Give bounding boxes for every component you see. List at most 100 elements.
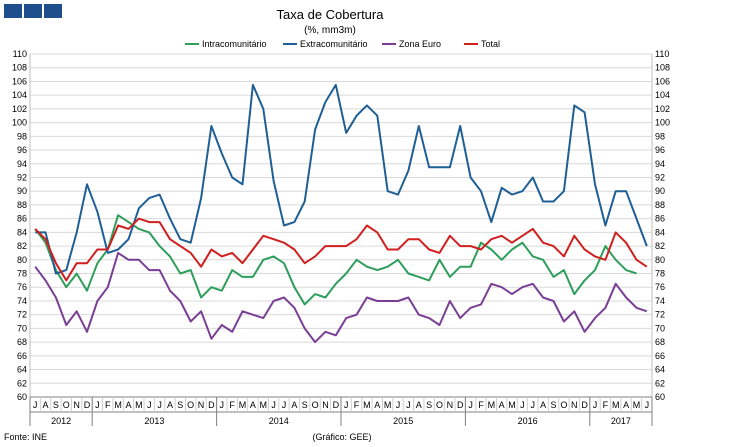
y-tick-label-left: 94 [17, 159, 27, 169]
month-label: J [282, 400, 287, 410]
y-tick-label-left: 68 [17, 337, 27, 347]
y-tick-label-left: 62 [17, 378, 27, 388]
month-label: M [114, 400, 122, 410]
month-label: A [499, 400, 505, 410]
month-label: O [187, 400, 194, 410]
y-tick-label-left: 78 [17, 269, 27, 279]
y-tick-label-left: 64 [17, 365, 27, 375]
year-label: 2016 [518, 416, 538, 426]
month-label: N [198, 400, 205, 410]
legend: Intracomunitário Extracomunitário Zona Eur… [185, 39, 500, 49]
month-label: J [396, 400, 401, 410]
y-tick-label-right: 96 [655, 145, 665, 155]
y-tick-label-left: 110 [13, 49, 27, 59]
month-label: M [384, 400, 392, 410]
month-label: D [581, 400, 588, 410]
y-tick-label-right: 74 [655, 296, 665, 306]
y-tick-label-right: 62 [655, 378, 665, 388]
month-label: M [239, 400, 247, 410]
month-label: A [167, 400, 173, 410]
month-label: A [416, 400, 422, 410]
month-label: N [322, 400, 329, 410]
month-label: J [406, 400, 411, 410]
y-tick-label-left: 104 [12, 90, 27, 100]
y-tick-label-right: 78 [655, 269, 665, 279]
month-label: S [53, 400, 59, 410]
y-tick-label-right: 106 [655, 76, 670, 86]
graph-credit: (Gráfico: GEE) [312, 432, 371, 442]
y-tick-label-right: 66 [655, 351, 665, 361]
month-label: J [271, 400, 276, 410]
series-line-zona-euro [34, 251, 648, 344]
month-label: M [363, 400, 371, 410]
legend-label: Intracomunitário [202, 39, 267, 49]
month-label: J [593, 400, 598, 410]
month-label: D [333, 400, 340, 410]
y-tick-label-left: 88 [17, 200, 27, 210]
y-tick-label-right: 98 [655, 131, 665, 141]
y-tick-label-right: 82 [655, 241, 665, 251]
month-label: J [520, 400, 525, 410]
y-tick-label-left: 80 [17, 255, 27, 265]
series-line-total [34, 217, 648, 282]
month-label: S [426, 400, 432, 410]
month-label: S [551, 400, 557, 410]
y-tick-label-left: 108 [12, 63, 27, 73]
y-tick-label-left: 102 [12, 104, 27, 114]
series-line-intracomunitário [34, 214, 637, 306]
month-label: J [344, 400, 349, 410]
month-label: A [540, 400, 546, 410]
year-label: 2014 [269, 416, 289, 426]
month-label: D [457, 400, 464, 410]
y-tick-label-left: 96 [17, 145, 27, 155]
month-label: F [354, 400, 360, 410]
y-tick-label-left: 90 [17, 186, 27, 196]
y-tick-label-right: 90 [655, 186, 665, 196]
month-label: A [125, 400, 131, 410]
month-label: J [147, 400, 152, 410]
y-tick-label-right: 104 [655, 90, 670, 100]
month-label: O [560, 400, 567, 410]
month-label: M [135, 400, 143, 410]
y-tick-label-right: 68 [655, 337, 665, 347]
month-label: J [468, 400, 473, 410]
y-tick-label-right: 108 [655, 63, 670, 73]
month-label: F [229, 400, 235, 410]
y-tick-label-right: 94 [655, 159, 665, 169]
y-tick-label-left: 106 [12, 76, 27, 86]
y-tick-label-left: 82 [17, 241, 27, 251]
month-label: A [43, 400, 49, 410]
month-label: N [571, 400, 578, 410]
month-label: A [374, 400, 380, 410]
y-tick-label-right: 64 [655, 365, 665, 375]
month-label: M [260, 400, 268, 410]
year-label: 2012 [51, 416, 71, 426]
month-label: M [633, 400, 641, 410]
legend-label: Zona Euro [399, 39, 441, 49]
logo [4, 4, 62, 18]
series-line-extracomunitário [35, 83, 648, 275]
y-tick-label-right: 102 [655, 104, 670, 114]
y-tick-label-right: 100 [655, 118, 670, 128]
y-tick-label-right: 84 [655, 227, 665, 237]
y-tick-label-right: 60 [655, 392, 665, 402]
month-label: D [208, 400, 215, 410]
month-label: A [291, 400, 297, 410]
month-label: M [612, 400, 620, 410]
y-tick-label-left: 74 [17, 296, 27, 306]
month-label: F [478, 400, 484, 410]
y-tick-label-right: 86 [655, 214, 665, 224]
month-label: F [105, 400, 111, 410]
year-label: 2015 [393, 416, 413, 426]
y-tick-label-right: 80 [655, 255, 665, 265]
month-label: M [508, 400, 516, 410]
month-label: J [95, 400, 100, 410]
y-tick-label-left: 66 [17, 351, 27, 361]
month-label: F [603, 400, 609, 410]
month-label: O [312, 400, 319, 410]
y-tick-label-left: 60 [17, 392, 27, 402]
month-label: N [447, 400, 454, 410]
month-label: M [488, 400, 496, 410]
source-note: Fonte: INE [4, 432, 47, 442]
